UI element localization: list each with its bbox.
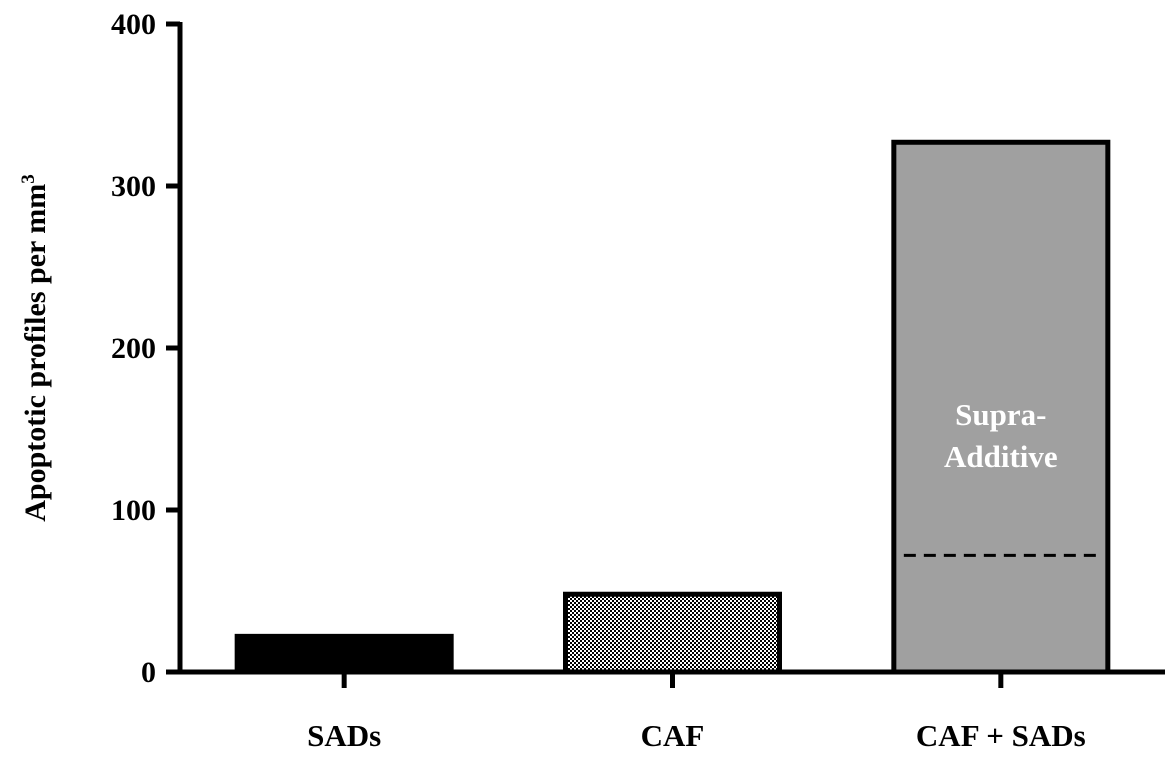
x-category-label: SADs — [307, 718, 381, 752]
annotation-line-2: Additive — [944, 439, 1058, 474]
bar-caf — [563, 591, 782, 675]
y-tick-label-400: 400 — [111, 8, 156, 41]
y-tick-label-200: 200 — [111, 332, 156, 365]
labels-layer: 0 100 200 300 400 SADs CAF CAF + SADs Apoptotic … — [18, 8, 1086, 753]
y-tick-label-100: 100 — [111, 494, 156, 527]
axes-layer — [166, 21, 1165, 688]
y-axis-title: Apoptotic profiles per mm3 — [18, 174, 52, 522]
y-tick-label-300: 300 — [111, 170, 156, 203]
x-category-label: CAF — [641, 718, 705, 752]
bars-layer — [234, 139, 1111, 675]
y-axis-title-text: Apoptotic profiles per mm — [19, 184, 52, 522]
y-tick-label-0: 0 — [141, 656, 156, 689]
annotation-line-1: Supra- — [955, 397, 1046, 432]
x-category-label: CAF + SADs — [916, 718, 1086, 752]
bar-caf-sads — [891, 139, 1111, 675]
y-axis-title-superscript: 3 — [18, 174, 39, 184]
bar-sads — [234, 633, 454, 675]
annotation-layer: Supra- Additive — [903, 397, 1098, 557]
